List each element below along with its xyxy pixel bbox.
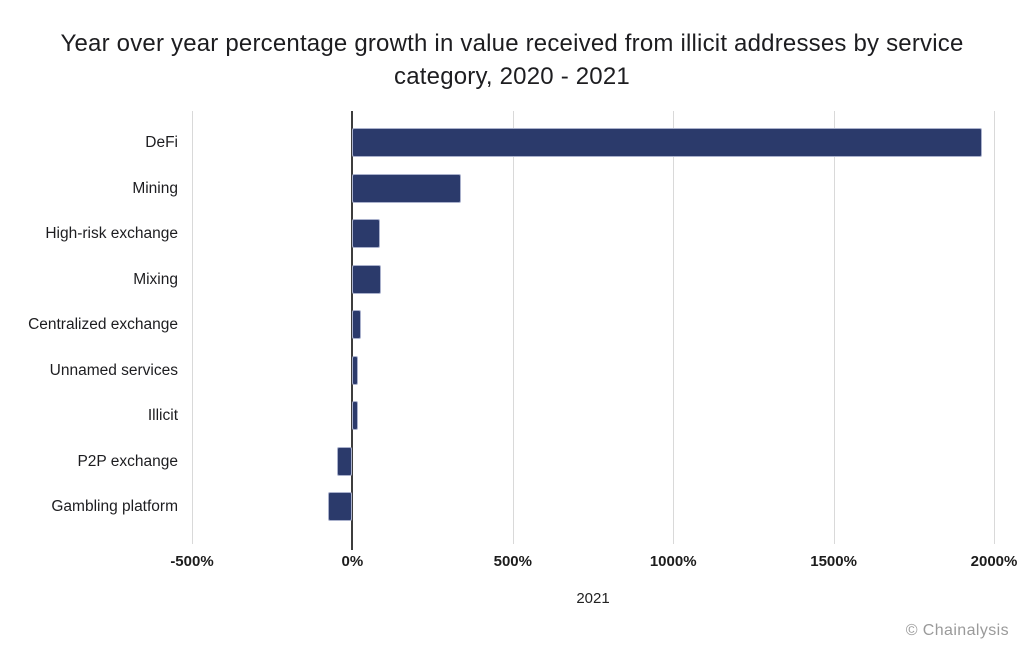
x-tick-label: 0% — [341, 553, 364, 570]
category-label: DeFi — [145, 134, 178, 151]
bar — [352, 401, 358, 430]
bar — [352, 219, 380, 248]
bar — [352, 264, 381, 294]
bar-row: High-risk exchange — [45, 211, 994, 257]
bar — [352, 128, 983, 157]
chart-title: Year over year percentage growth in valu… — [32, 27, 992, 93]
gridline-500 — [512, 111, 514, 544]
gridline-1500 — [833, 111, 835, 544]
gridline--500 — [192, 111, 193, 544]
x-tick-label: 1000% — [649, 553, 697, 570]
bar — [328, 492, 353, 521]
bar-row: Illicit — [148, 393, 994, 439]
bar-rows: DeFi Mining High-risk exchange Mixing Centra… — [28, 120, 994, 530]
category-label: Unnamed services — [49, 361, 178, 379]
x-tick-label: 2000% — [970, 553, 1018, 570]
bar — [352, 355, 359, 385]
category-label: Illicit — [147, 407, 178, 424]
copyright-text: © Chainalysis — [905, 622, 1009, 639]
chart-title-line2: category, 2020 - 2021 — [394, 63, 630, 90]
x-axis-title: 2021 — [576, 590, 610, 607]
bar-row: Gambling platform — [51, 484, 994, 530]
category-label: Mixing — [133, 270, 178, 288]
bar — [337, 446, 353, 476]
x-tick-label: -500% — [170, 553, 214, 570]
bar-row: DeFi — [145, 120, 994, 166]
category-label: Centralized exchange — [28, 316, 178, 333]
bar — [352, 173, 462, 203]
bar-row: Mixing — [133, 257, 994, 303]
bar-row: Centralized exchange — [28, 302, 994, 348]
x-tick-label: 500% — [493, 553, 532, 570]
category-label: High-risk exchange — [45, 225, 178, 242]
gridline-2000 — [994, 111, 995, 544]
bar-row: Unnamed services — [50, 348, 994, 394]
category-label: Mining — [132, 179, 178, 197]
bar-row: Mining — [132, 166, 994, 212]
gridline-1000 — [673, 111, 675, 544]
plot-area: DeFi Mining High-risk exchange Mixing Centra… — [28, 111, 995, 550]
x-tick-label: 1500% — [810, 553, 857, 570]
x-axis-ticks: -500% 0% 500% 1000% 1500% 2000% — [0, 553, 1024, 573]
bar — [352, 310, 362, 339]
category-label: Gambling platform — [51, 498, 178, 515]
bar-row: P2P exchange — [77, 439, 994, 485]
chart-title-line1: Year over year percentage growth in valu… — [60, 30, 964, 57]
category-label: P2P exchange — [77, 452, 178, 470]
